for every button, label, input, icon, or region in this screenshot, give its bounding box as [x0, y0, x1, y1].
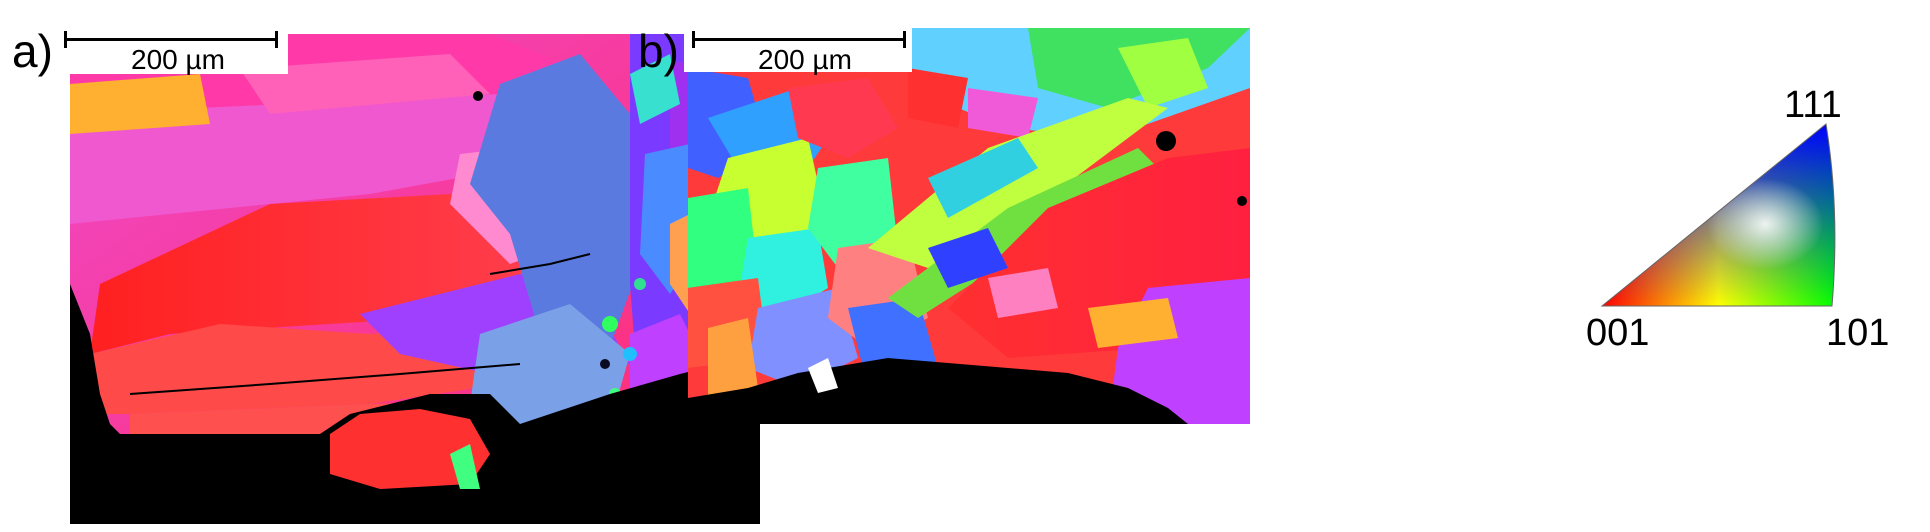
scale-box-a	[58, 24, 288, 74]
ipf-label-001: 001	[1586, 312, 1650, 354]
scale-bar-b	[692, 31, 906, 48]
ipf-color-key: 111 001 101	[1586, 86, 1930, 520]
panel-a-label: a)	[12, 25, 53, 77]
scale-text-b: 200 µm	[758, 44, 852, 75]
scale-box-b	[684, 24, 912, 72]
panel-b-label: b)	[638, 25, 679, 77]
scale-bar-a	[64, 31, 278, 48]
ipf-label-111: 111	[1784, 84, 1842, 126]
ebsd-map-a	[70, 34, 760, 524]
ipf-label-101: 101	[1826, 312, 1890, 354]
scale-text-a: 200 µm	[131, 44, 225, 75]
ebsd-map-b	[688, 28, 1250, 424]
